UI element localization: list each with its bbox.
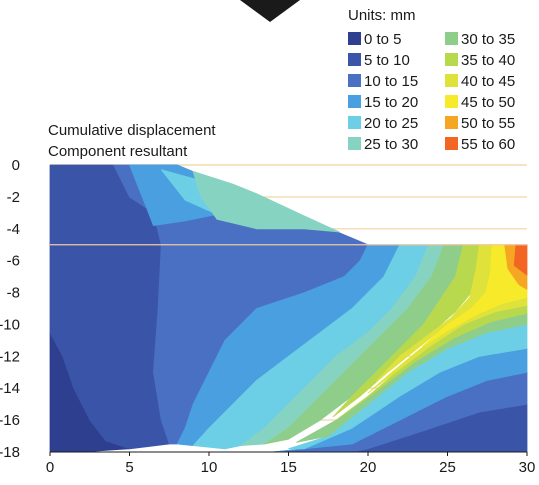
- x-tick-label: 30: [519, 459, 536, 476]
- legend-label: 15 to 20: [364, 94, 418, 111]
- legend-label: 40 to 45: [461, 73, 515, 90]
- x-tick-label: 25: [439, 459, 456, 476]
- legend-swatch: [348, 32, 361, 45]
- y-tick-label: -14: [0, 380, 20, 397]
- x-tick-label: 5: [125, 459, 133, 476]
- legend: Units: mm 0 to 5 5 to 10 10 to 15 15 to 20 2…: [348, 7, 515, 153]
- annotation-line-1: Cumulative displacement: [48, 122, 216, 139]
- legend-title: Units: mm: [348, 7, 416, 24]
- y-tick-label: -12: [0, 348, 20, 365]
- x-tick-label: 20: [360, 459, 377, 476]
- legend-swatch: [348, 116, 361, 129]
- legend-label: 20 to 25: [364, 115, 418, 132]
- legend-label: 55 to 60: [461, 136, 515, 153]
- legend-label: 50 to 55: [461, 115, 515, 132]
- y-tick-label: -16: [0, 412, 20, 429]
- legend-label: 30 to 35: [461, 31, 515, 48]
- legend-label: 10 to 15: [364, 73, 418, 90]
- legend-label: 0 to 5: [364, 31, 402, 48]
- y-tick-label: -2: [7, 189, 20, 206]
- plot-area: [49, 164, 528, 453]
- annotation-line-2: Component resultant: [48, 143, 188, 160]
- x-axis-ticks: 0 5 10 15 20 25 30: [46, 452, 536, 476]
- contour-fills: [49, 164, 528, 453]
- legend-swatch: [445, 95, 458, 108]
- legend-swatch: [348, 74, 361, 87]
- legend-swatch: [445, 74, 458, 87]
- legend-swatch: [445, 137, 458, 150]
- y-axis-ticks: 0 -2 -4 -6 -8 -10 -12 -14 -16 -18: [0, 157, 20, 461]
- legend-swatch: [445, 116, 458, 129]
- legend-swatch: [445, 32, 458, 45]
- x-tick-label: 10: [201, 459, 218, 476]
- x-tick-label: 0: [46, 459, 54, 476]
- y-tick-label: 0: [12, 157, 20, 174]
- legend-swatch: [445, 53, 458, 66]
- legend-label: 5 to 10: [364, 52, 410, 69]
- contour-band: [192, 170, 340, 233]
- legend-swatch: [348, 95, 361, 108]
- legend-label: 25 to 30: [364, 136, 418, 153]
- y-tick-label: -10: [0, 316, 20, 333]
- x-tick-label: 15: [280, 459, 297, 476]
- y-tick-label: -6: [7, 253, 20, 270]
- y-tick-label: -18: [0, 444, 20, 461]
- y-tick-label: -4: [7, 221, 20, 238]
- legend-label: 35 to 40: [461, 52, 515, 69]
- section-marker-icon: [240, 0, 300, 22]
- legend-swatch: [348, 137, 361, 150]
- legend-swatch: [348, 53, 361, 66]
- y-tick-label: -8: [7, 285, 20, 302]
- legend-label: 45 to 50: [461, 94, 515, 111]
